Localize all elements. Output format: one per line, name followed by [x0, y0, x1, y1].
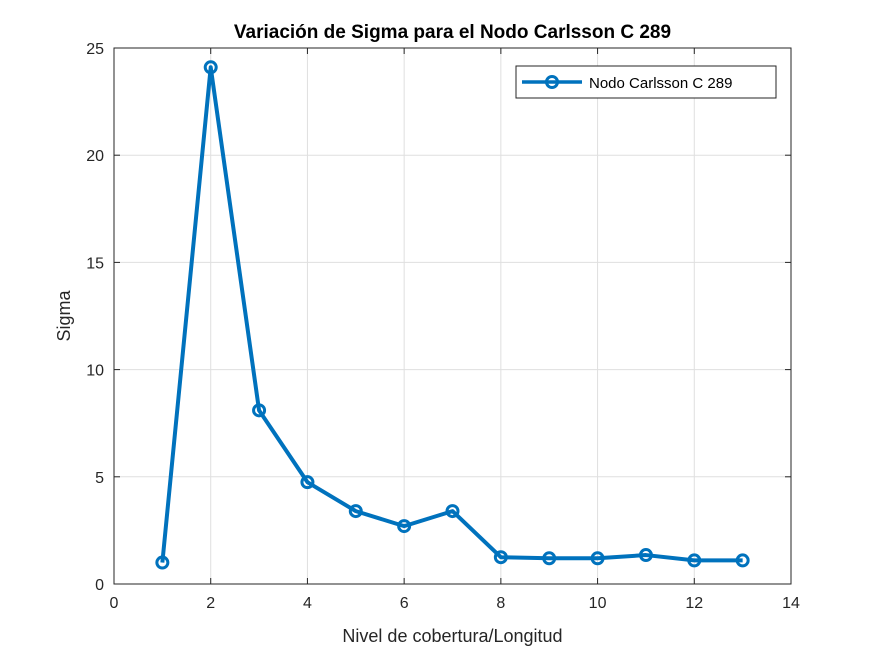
data-point [445, 504, 460, 519]
data-point [542, 551, 557, 566]
x-axis-label: Nivel de cobertura/Longitud [342, 626, 562, 646]
legend: Nodo Carlsson C 289 [515, 65, 777, 99]
x-tick-label: 6 [400, 595, 409, 612]
y-tick-label: 10 [86, 363, 104, 380]
x-tick-label: 10 [589, 595, 607, 612]
legend-label: Nodo Carlsson C 289 [589, 75, 732, 92]
y-tick-label: 0 [95, 577, 104, 594]
y-tick-label: 15 [86, 255, 104, 272]
data-point [203, 60, 218, 75]
y-tick-label: 5 [95, 470, 104, 487]
ticks: 0 2 4 6 8 10 12 14 0 5 10 15 20 25 [86, 41, 800, 612]
legend-marker [545, 75, 559, 89]
data-point [590, 551, 605, 566]
data-point [397, 519, 412, 534]
y-tick-label: 20 [86, 148, 104, 165]
x-tick-label: 0 [110, 595, 119, 612]
x-tick-label: 14 [782, 595, 800, 612]
x-tick-label: 4 [303, 595, 312, 612]
data-point [348, 504, 363, 519]
plot-area [113, 47, 792, 585]
data-point [155, 555, 170, 570]
x-tick-label: 2 [206, 595, 215, 612]
series-line [160, 65, 743, 563]
data-point [735, 553, 750, 568]
y-tick-label: 25 [86, 41, 104, 58]
series-layer [155, 60, 750, 570]
data-point [300, 475, 315, 490]
data-point [687, 553, 702, 568]
data-point [493, 550, 508, 565]
x-tick-label: 12 [685, 595, 703, 612]
data-point [638, 548, 653, 563]
data-point [252, 403, 267, 418]
y-axis-label: Sigma [54, 290, 74, 342]
chart-title: Variación de Sigma para el Nodo Carlsson… [234, 22, 671, 43]
x-tick-label: 8 [496, 595, 505, 612]
